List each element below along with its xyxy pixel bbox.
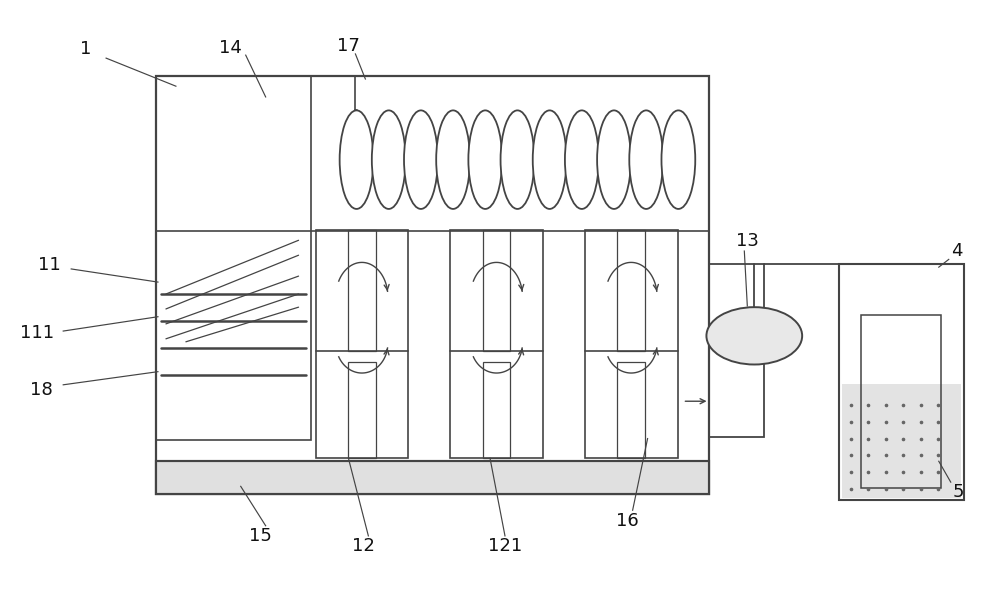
Bar [156, 76, 311, 440]
Bar [156, 461, 709, 494]
Text: 111: 111 [20, 324, 54, 342]
Ellipse shape [468, 110, 502, 209]
Text: 11: 11 [38, 256, 61, 274]
Text: 5: 5 [953, 484, 964, 502]
Bar [316, 230, 408, 458]
Ellipse shape [565, 110, 599, 209]
Ellipse shape [597, 110, 631, 209]
Text: 121: 121 [488, 537, 522, 555]
Bar [483, 230, 510, 351]
Text: 12: 12 [352, 537, 375, 555]
Text: 15: 15 [249, 527, 272, 545]
Text: 14: 14 [219, 39, 242, 57]
Text: 16: 16 [616, 512, 639, 530]
Bar [156, 76, 709, 494]
Bar [585, 230, 678, 458]
Bar [348, 362, 376, 458]
Ellipse shape [661, 110, 695, 209]
Bar [617, 230, 645, 351]
Bar [450, 230, 543, 458]
Text: 4: 4 [951, 242, 962, 260]
Bar [617, 362, 645, 458]
Ellipse shape [501, 110, 534, 209]
Text: 1: 1 [80, 40, 92, 58]
Ellipse shape [436, 110, 470, 209]
Circle shape [706, 307, 802, 365]
Bar [709, 264, 764, 437]
Bar [861, 315, 941, 488]
Bar [156, 461, 709, 494]
Text: 18: 18 [30, 380, 53, 398]
Bar [842, 383, 961, 498]
Ellipse shape [404, 110, 438, 209]
Bar [483, 362, 510, 458]
Ellipse shape [340, 110, 373, 209]
Ellipse shape [533, 110, 567, 209]
Bar [839, 264, 964, 500]
Ellipse shape [629, 110, 663, 209]
Text: 13: 13 [736, 232, 759, 250]
Text: 17: 17 [337, 37, 360, 55]
Ellipse shape [372, 110, 406, 209]
Bar [348, 230, 376, 351]
